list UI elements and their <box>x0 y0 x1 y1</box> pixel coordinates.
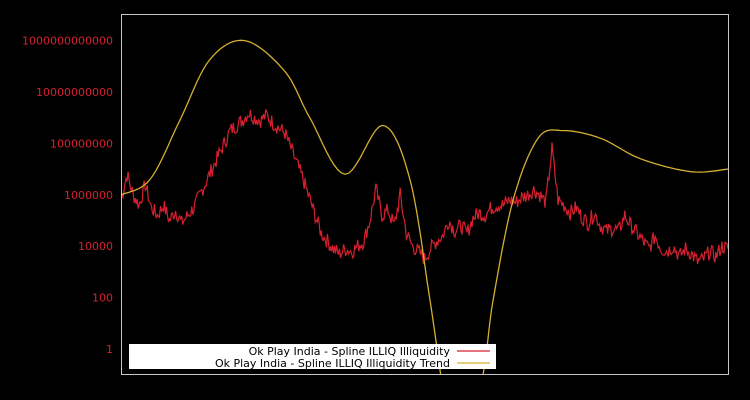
y-tick-label: 1000000000000 <box>22 35 113 48</box>
legend-box <box>129 344 496 369</box>
y-tick-label: 100 <box>92 292 113 305</box>
legend-label-illiquidity: Ok Play India - Spline ILLIQ Illiquidity <box>249 345 451 358</box>
y-tick-label: 10000 <box>78 240 113 253</box>
legend: Ok Play India - Spline ILLIQ Illiquidity… <box>129 344 496 370</box>
legend-label-trend: Ok Play India - Spline ILLIQ Illiquidity… <box>215 357 450 370</box>
illiquidity-line <box>121 109 728 265</box>
y-tick-label: 10000000000 <box>36 86 113 99</box>
plot-frame <box>121 14 729 375</box>
y-tick-label: 100000000 <box>50 137 113 150</box>
y-tick-label: 1000000 <box>64 189 113 202</box>
y-axis-ticks: 1 100 10000 1000000 100000000 10000000000 1000… <box>22 35 113 356</box>
y-tick-label: 1 <box>106 343 113 356</box>
